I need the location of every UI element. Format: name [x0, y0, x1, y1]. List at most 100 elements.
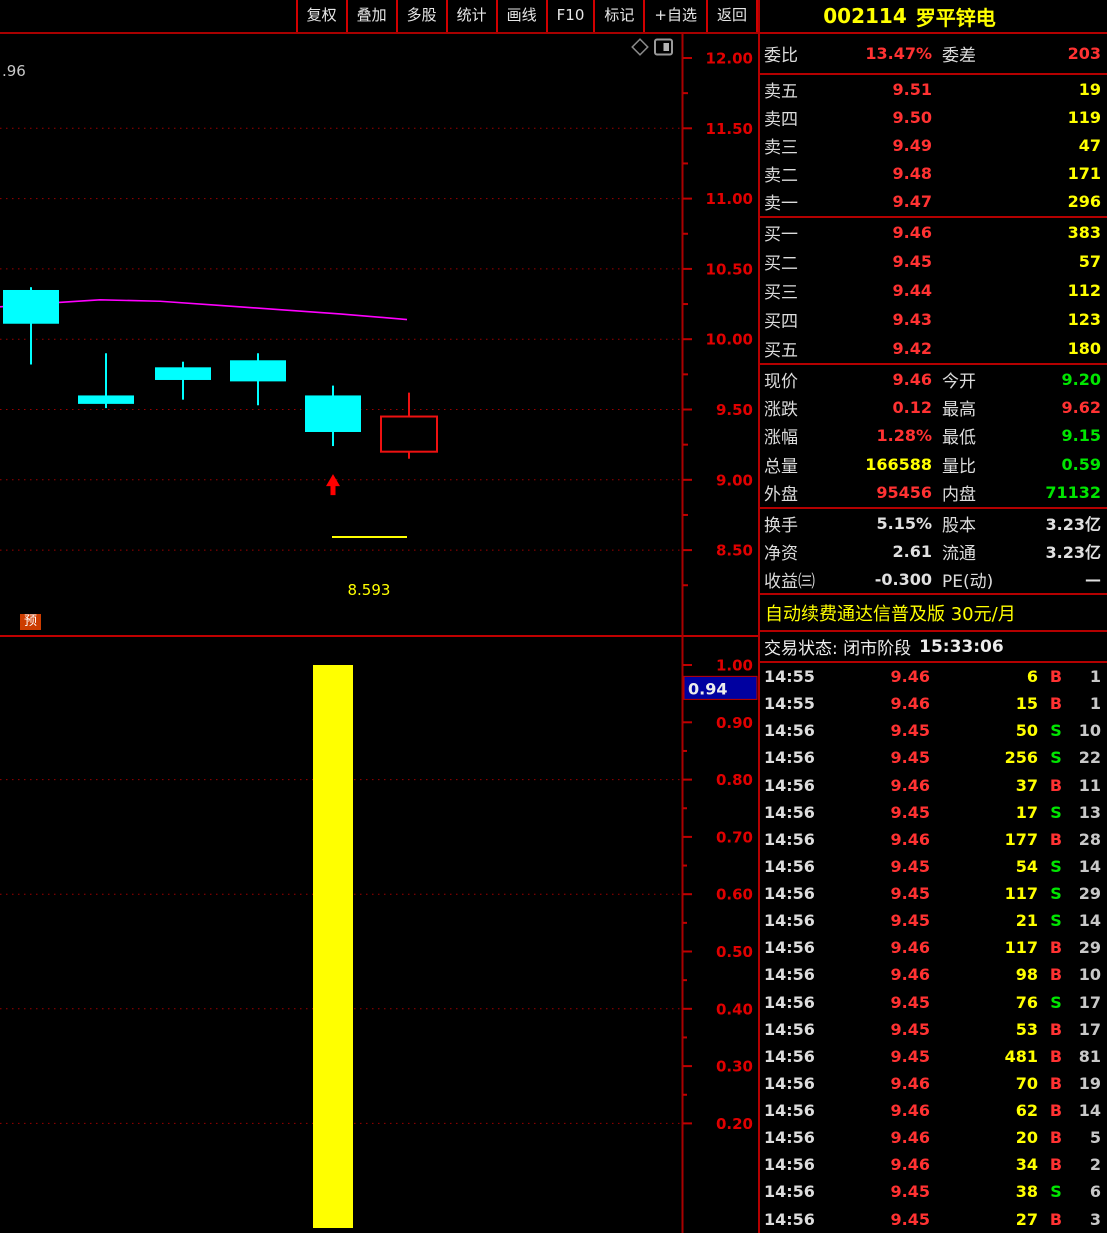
candlestick-chart[interactable]: 12.00 11.50 11.00 10.50 10.00 9.50 9.00 8.50 8.5… [0, 34, 758, 635]
financial-value: — [1085, 569, 1101, 589]
toolbar-button-F10[interactable]: F10 [545, 0, 594, 32]
stat-row: 外盘 95456 内盘 71132 [760, 479, 1107, 507]
indicator-tick-label: 0.90 [716, 714, 753, 732]
financial-label: 收益㈢ [764, 571, 815, 592]
diamond-marker-icon[interactable] [631, 38, 649, 56]
bid-levels: 买一 9.46 383 买二 9.45 57 买三 9.44 112 买四 9.43 123 买五 9.4… [760, 218, 1107, 365]
ask-row[interactable]: 卖五 9.51 19 [760, 75, 1107, 103]
ask-label: 卖三 [764, 137, 798, 158]
trade-volume: 117 [1004, 938, 1038, 958]
trade-time: 14:56 [764, 1101, 815, 1121]
trading-status-bar: 交易状态: 闭市阶段 15:33:06 [760, 632, 1107, 663]
trade-count: 14 [1078, 911, 1101, 931]
trade-price: 9.46 [890, 965, 930, 985]
trade-count: 29 [1078, 938, 1101, 958]
trade-count: 81 [1078, 1046, 1101, 1066]
trade-row: 14:56 9.45 481 B 81 [760, 1043, 1107, 1070]
trade-time: 14:56 [764, 884, 815, 904]
trade-price: 9.46 [890, 1101, 930, 1121]
ask-row[interactable]: 卖二 9.48 171 [760, 160, 1107, 188]
bid-price: 9.45 [892, 252, 932, 271]
toolbar-button-统计[interactable]: 统计 [445, 0, 496, 32]
indicator-bar-chart[interactable]: 1.00 0.90 0.80 0.70 0.60 0.50 0.40 0.30 0.20 0.94 [0, 635, 758, 1233]
toolbar-button-多股[interactable]: 多股 [395, 0, 446, 32]
stat-value: 0.12 [892, 398, 932, 418]
bid-row[interactable]: 买一 9.46 383 [760, 218, 1107, 247]
ask-price: 9.51 [892, 79, 932, 99]
trade-count: 5 [1089, 1128, 1101, 1148]
ask-row[interactable]: 卖三 9.49 47 [760, 131, 1107, 159]
panel-layout-icon-fill [663, 43, 669, 51]
trade-count: 2 [1089, 1155, 1101, 1175]
toolbar-button-标记[interactable]: 标记 [593, 0, 643, 32]
trade-time: 14:55 [764, 694, 815, 714]
trade-volume: 54 [1015, 856, 1038, 876]
trade-time: 14:55 [764, 667, 815, 687]
trade-direction: S [1050, 884, 1062, 904]
trade-volume: 34 [1015, 1155, 1038, 1175]
toolbar-button-画线[interactable]: 画线 [495, 0, 546, 32]
trade-price: 9.46 [890, 938, 930, 958]
toolbar-button-复权[interactable]: 复权 [295, 0, 346, 32]
financial-row: 收益㈢ -0.300 PE(动) — [760, 565, 1107, 593]
quote-stats: 现价 9.46 今开 9.20 涨跌 0.12 最高 9.62 涨幅 1.28% 最低 9.15 总量 1… [760, 365, 1107, 509]
ask-label: 卖一 [764, 194, 798, 215]
ask-row[interactable]: 卖四 9.50 119 [760, 103, 1107, 131]
bid-price: 9.42 [892, 339, 932, 358]
stat-value: 0.59 [1061, 454, 1101, 474]
toolbar-button-返回[interactable]: 返回 [705, 0, 758, 32]
trade-volume: 481 [1004, 1046, 1038, 1066]
stat-label: 涨跌 [764, 400, 798, 421]
trade-volume: 76 [1015, 992, 1038, 1012]
trade-volume: 27 [1015, 1209, 1038, 1229]
ask-price: 9.49 [892, 135, 932, 155]
trade-direction: B [1049, 1209, 1063, 1229]
indicator-tick-label: 0.40 [716, 1000, 753, 1018]
bid-row[interactable]: 买三 9.44 112 [760, 276, 1107, 305]
subscription-ad[interactable]: 自动续费通达信普及版 30元/月 [760, 595, 1107, 632]
trade-price: 9.46 [890, 667, 930, 687]
ask-row[interactable]: 卖一 9.47 296 [760, 188, 1107, 216]
trade-row: 14:56 9.46 37 B 11 [760, 772, 1107, 799]
trade-price: 9.45 [890, 721, 930, 741]
bid-price: 9.43 [892, 310, 932, 329]
trade-count: 22 [1078, 748, 1101, 768]
trade-volume: 53 [1015, 1019, 1038, 1039]
bid-volume: 57 [1078, 252, 1101, 271]
stat-value: 166588 [865, 454, 932, 474]
weicha-label: 委差 [942, 46, 976, 66]
financial-row: 净资 2.61 流通 3.23亿 [760, 537, 1107, 565]
commission-ratio-row: 委比 13.47% 委差 203 [760, 34, 1107, 75]
panel-layout-icon[interactable] [654, 38, 673, 56]
stat-label: 外盘 [764, 485, 798, 506]
stat-label: 内盘 [942, 485, 976, 506]
trading-status-time: 15:33:06 [919, 636, 1004, 657]
bid-row[interactable]: 买五 9.42 180 [760, 334, 1107, 363]
toolbar-button-叠加[interactable]: 叠加 [345, 0, 396, 32]
trade-row: 14:56 9.46 20 B 5 [760, 1124, 1107, 1151]
price-tick-label: 11.00 [706, 190, 753, 208]
bid-volume: 180 [1067, 339, 1101, 358]
trade-direction: B [1049, 938, 1063, 958]
trade-row: 14:56 9.46 177 B 28 [760, 826, 1107, 853]
trade-time: 14:56 [764, 1209, 815, 1229]
bid-row[interactable]: 买二 9.45 57 [760, 247, 1107, 276]
ask-volume: 19 [1078, 79, 1101, 99]
financial-stats: 换手 5.15% 股本 3.23亿 净资 2.61 流通 3.23亿 收益㈢ -0.300 PE(动… [760, 509, 1107, 595]
price-tick-label: 10.50 [706, 260, 753, 278]
trade-volume: 6 [1026, 667, 1038, 687]
weibi-label: 委比 [764, 46, 798, 66]
trade-direction: S [1050, 721, 1062, 741]
subscription-ad-text: 自动续费通达信普及版 30元/月 [765, 603, 1016, 625]
trade-volume: 17 [1015, 802, 1038, 822]
stat-value: 9.20 [1061, 369, 1101, 389]
toolbar-button-+自选[interactable]: +自选 [643, 0, 706, 32]
bid-volume: 383 [1067, 223, 1101, 242]
stat-value: 95456 [876, 483, 932, 503]
ask-volume: 296 [1067, 192, 1101, 212]
tick-trade-list[interactable]: 14:55 9.46 6 B 1 14:55 9.46 15 B 1 14:56 9.45 50 S 10 1… [760, 663, 1107, 1233]
stat-value: 71132 [1045, 483, 1101, 503]
bid-row[interactable]: 买四 9.43 123 [760, 305, 1107, 334]
trade-direction: B [1049, 1019, 1063, 1039]
candle-body-up [380, 415, 438, 453]
